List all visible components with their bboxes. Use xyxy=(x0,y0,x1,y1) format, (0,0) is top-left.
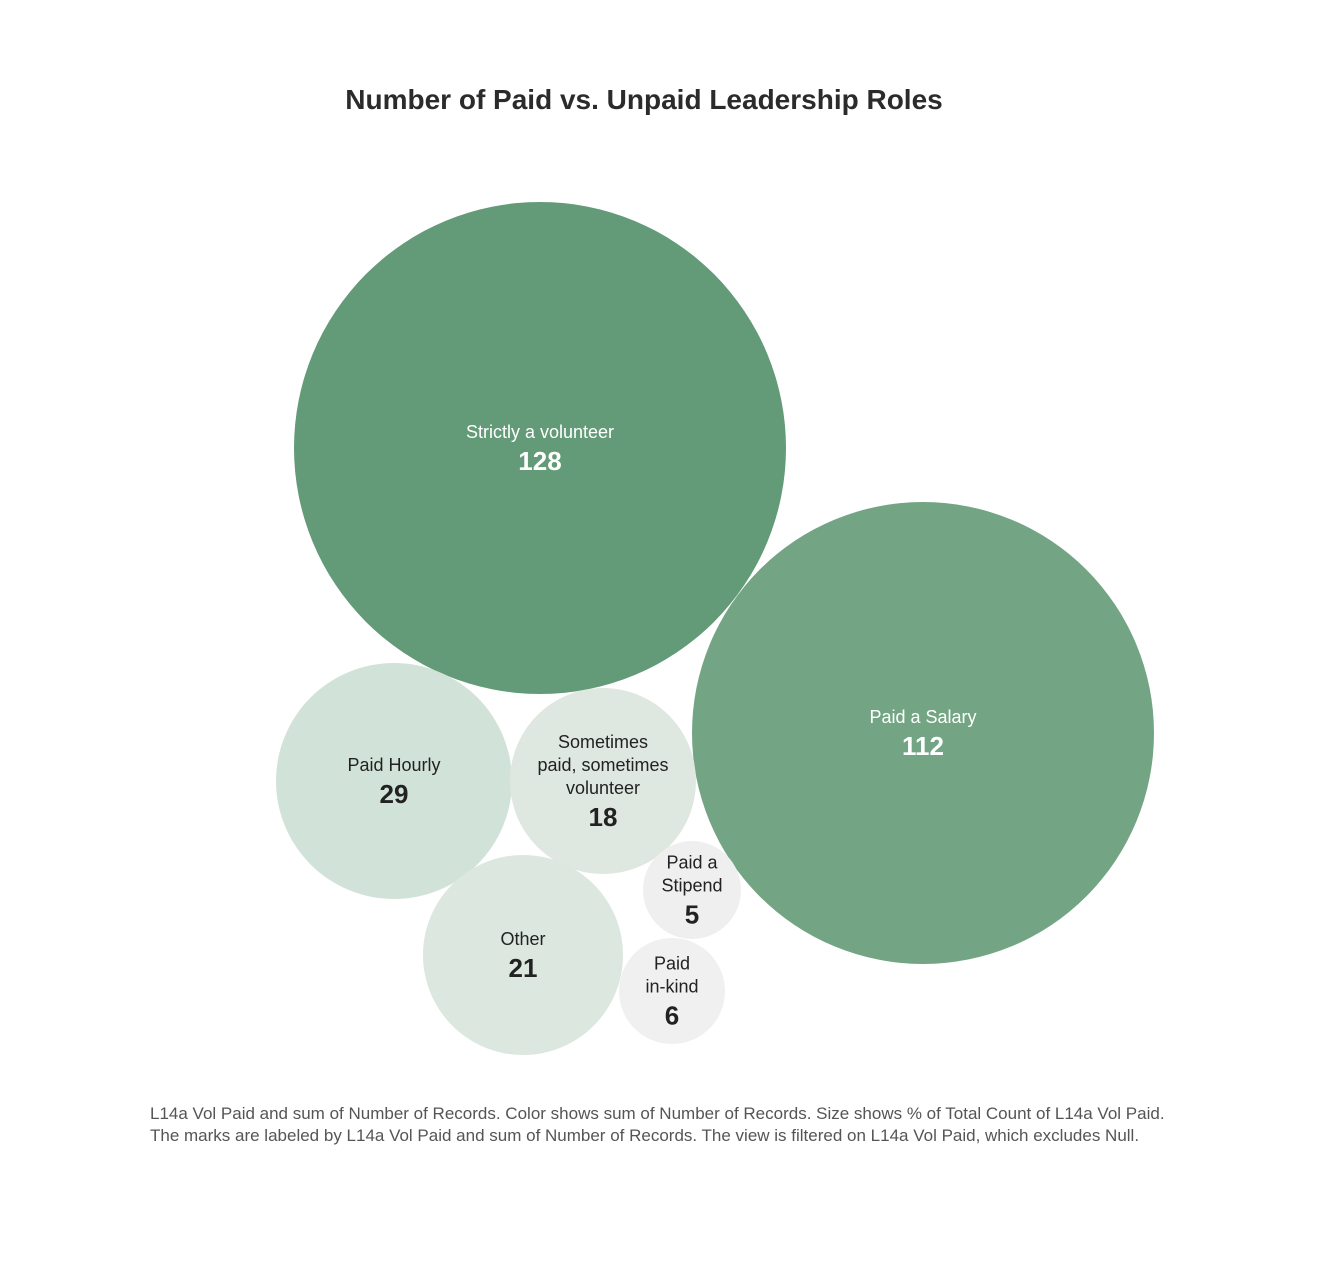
bubble-label-sometimes-paid-sometimes-volunteer: Sometimes paid, sometimes volunteer xyxy=(537,732,668,798)
bubble-value-paid-hourly: 29 xyxy=(380,779,409,809)
bubble-mark-paid-a-salary xyxy=(692,502,1154,964)
bubble-mark-other xyxy=(423,855,623,1055)
bubble-mark-sometimes-paid-sometimes-volunteer xyxy=(510,688,696,874)
bubble-paid-a-stipend: Paid a Stipend 5 xyxy=(643,841,741,939)
bubble-sometimes-paid-sometimes-volunteer: Sometimes paid, sometimes volunteer 18 xyxy=(510,688,696,874)
bubble-label-other: Other xyxy=(500,929,545,949)
bubble-other: Other 21 xyxy=(423,855,623,1055)
caption-line-1: L14a Vol Paid and sum of Number of Recor… xyxy=(150,1104,1165,1123)
caption-line-2: The marks are labeled by L14a Vol Paid a… xyxy=(150,1126,1140,1145)
bubble-mark-paid-in-kind xyxy=(619,938,725,1044)
bubble-value-paid-a-salary: 112 xyxy=(902,731,944,761)
bubble-value-sometimes-paid-sometimes-volunteer: 18 xyxy=(589,802,618,832)
bubble-mark-strictly-a-volunteer xyxy=(294,202,786,694)
chart-title: Number of Paid vs. Unpaid Leadership Rol… xyxy=(345,84,943,115)
bubble-paid-hourly: Paid Hourly 29 xyxy=(276,663,512,899)
bubble-label-paid-in-kind: Paid in-kind xyxy=(645,954,698,997)
bubble-value-other: 21 xyxy=(509,953,538,983)
bubble-label-strictly-a-volunteer: Strictly a volunteer xyxy=(466,422,614,442)
bubble-mark-paid-a-stipend xyxy=(643,841,741,939)
bubble-paid-a-salary: Paid a Salary 112 xyxy=(692,502,1154,964)
bubble-mark-paid-hourly xyxy=(276,663,512,899)
bubble-label-paid-a-salary: Paid a Salary xyxy=(869,707,976,727)
bubble-value-paid-in-kind: 6 xyxy=(665,1001,679,1031)
bubble-strictly-a-volunteer: Strictly a volunteer 128 xyxy=(294,202,786,694)
bubble-label-paid-hourly: Paid Hourly xyxy=(347,755,440,775)
bubble-value-strictly-a-volunteer: 128 xyxy=(518,446,561,476)
bubble-value-paid-a-stipend: 5 xyxy=(685,900,699,930)
bubble-paid-in-kind: Paid in-kind 6 xyxy=(619,938,725,1044)
bubble-label-paid-a-stipend: Paid a Stipend xyxy=(661,853,722,896)
